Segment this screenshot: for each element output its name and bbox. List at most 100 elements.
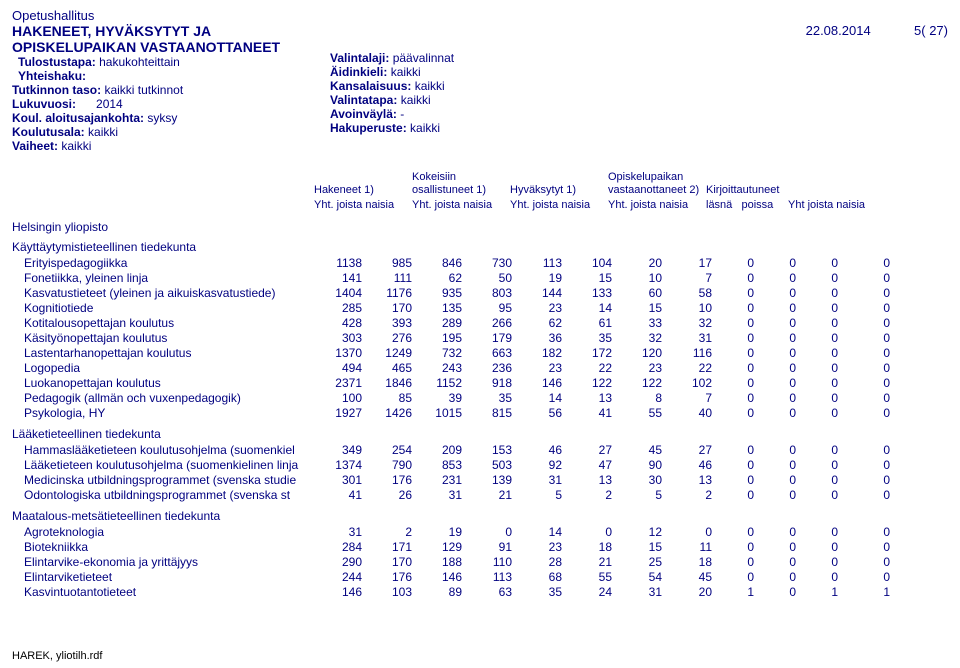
cell: 55 bbox=[564, 570, 612, 585]
cell: 45 bbox=[664, 570, 712, 585]
cell: 95 bbox=[464, 301, 512, 316]
tulostustapa-val: hakukohteittain bbox=[99, 55, 180, 69]
cell: 503 bbox=[464, 458, 512, 473]
cell: 31 bbox=[664, 331, 712, 346]
cell: 0 bbox=[798, 458, 838, 473]
cell: 0 bbox=[714, 301, 754, 316]
cell: 0 bbox=[756, 540, 796, 555]
page-number: 5( 27) bbox=[914, 23, 948, 38]
cell: 60 bbox=[614, 286, 662, 301]
cell: 0 bbox=[756, 488, 796, 503]
cell: 209 bbox=[414, 443, 462, 458]
cell: 0 bbox=[798, 376, 838, 391]
cell: 68 bbox=[514, 570, 562, 585]
cell: 790 bbox=[364, 458, 412, 473]
lukuvuosi-val: 2014 bbox=[96, 97, 123, 111]
cell: 0 bbox=[798, 301, 838, 316]
cell: 24 bbox=[564, 585, 612, 600]
cell: 0 bbox=[756, 406, 796, 421]
cell: 0 bbox=[756, 271, 796, 286]
cell: 0 bbox=[714, 271, 754, 286]
cell: 20 bbox=[664, 585, 712, 600]
cell: 46 bbox=[514, 443, 562, 458]
cell: 0 bbox=[756, 391, 796, 406]
cell: 465 bbox=[364, 361, 412, 376]
cell: 113 bbox=[464, 570, 512, 585]
col-kokeisiin-1: Kokeisiin bbox=[412, 171, 456, 183]
col-kokeisiin-2: osallistuneet 1) bbox=[412, 184, 486, 196]
cell: 2371 bbox=[314, 376, 362, 391]
cell: 111 bbox=[364, 271, 412, 286]
cell: 1404 bbox=[314, 286, 362, 301]
cell: 21 bbox=[564, 555, 612, 570]
cell: 7 bbox=[664, 271, 712, 286]
cell: 303 bbox=[314, 331, 362, 346]
cell: 179 bbox=[464, 331, 512, 346]
cell: 18 bbox=[664, 555, 712, 570]
cell: 0 bbox=[756, 585, 796, 600]
aidinkieli-val: kaikki bbox=[391, 65, 421, 79]
program-name: Lastentarhanopettajan koulutus bbox=[12, 346, 312, 361]
cell: 104 bbox=[564, 256, 612, 271]
cell: 144 bbox=[514, 286, 562, 301]
cell: 803 bbox=[464, 286, 512, 301]
cell: 0 bbox=[714, 346, 754, 361]
cell: 35 bbox=[514, 585, 562, 600]
cell: 85 bbox=[364, 391, 412, 406]
table-row: Luokanopettajan koulutus2371184611529181… bbox=[12, 376, 948, 391]
cell: 63 bbox=[464, 585, 512, 600]
sub2: Yht. joista naisia bbox=[412, 199, 508, 212]
cell: 918 bbox=[464, 376, 512, 391]
table-row: Lastentarhanopettajan koulutus1370124973… bbox=[12, 346, 948, 361]
cell: 1152 bbox=[414, 376, 462, 391]
cell: 5 bbox=[614, 488, 662, 503]
cell: 289 bbox=[414, 316, 462, 331]
cell: 41 bbox=[564, 406, 612, 421]
cell: 0 bbox=[564, 525, 612, 540]
cell: 846 bbox=[414, 256, 462, 271]
cell: 10 bbox=[664, 301, 712, 316]
footer-src: HAREK, yliotilh.rdf bbox=[12, 650, 102, 662]
report-title: HAKENEET, HYVÄKSYTYT JA OPISKELUPAIKAN V… bbox=[12, 23, 312, 55]
cell: 0 bbox=[840, 473, 890, 488]
cell: 23 bbox=[614, 361, 662, 376]
cell: 349 bbox=[314, 443, 362, 458]
cell: 32 bbox=[614, 331, 662, 346]
cell: 14 bbox=[514, 391, 562, 406]
column-sub-header: Yht. joista naisia Yht. joista naisia Yh… bbox=[12, 199, 948, 212]
cell: 276 bbox=[364, 331, 412, 346]
tutkinnon-val: kaikki tutkinnot bbox=[104, 83, 183, 97]
cell: 2 bbox=[564, 488, 612, 503]
cell: 0 bbox=[714, 458, 754, 473]
cell: 428 bbox=[314, 316, 362, 331]
cell: 47 bbox=[564, 458, 612, 473]
cell: 1846 bbox=[364, 376, 412, 391]
col-kirjoittautuneet: Kirjoittautuneet bbox=[706, 171, 786, 197]
cell: 1 bbox=[714, 585, 754, 600]
cell: 853 bbox=[414, 458, 462, 473]
program-name: Biotekniikka bbox=[12, 540, 312, 555]
cell: 0 bbox=[714, 540, 754, 555]
cell: 0 bbox=[714, 391, 754, 406]
cell: 31 bbox=[614, 585, 662, 600]
cell: 10 bbox=[614, 271, 662, 286]
cell: 285 bbox=[314, 301, 362, 316]
cell: 40 bbox=[664, 406, 712, 421]
cell: 133 bbox=[564, 286, 612, 301]
hakuperuste-val: kaikki bbox=[410, 121, 440, 135]
cell: 122 bbox=[614, 376, 662, 391]
cell: 27 bbox=[564, 443, 612, 458]
table-row: Elintarvike-ekonomia ja yrittäjyys290170… bbox=[12, 555, 948, 570]
cell: 195 bbox=[414, 331, 462, 346]
avoinvayla-val: - bbox=[400, 107, 404, 121]
table-row: Käsityönopettajan koulutus30327619517936… bbox=[12, 331, 948, 346]
cell: 22 bbox=[664, 361, 712, 376]
cell: 0 bbox=[714, 555, 754, 570]
cell: 815 bbox=[464, 406, 512, 421]
table-row: Agroteknologia3121901401200000 bbox=[12, 525, 948, 540]
cell: 35 bbox=[464, 391, 512, 406]
cell: 21 bbox=[464, 488, 512, 503]
cell: 92 bbox=[514, 458, 562, 473]
cell: 120 bbox=[614, 346, 662, 361]
vaiheet-val: kaikki bbox=[61, 139, 91, 153]
